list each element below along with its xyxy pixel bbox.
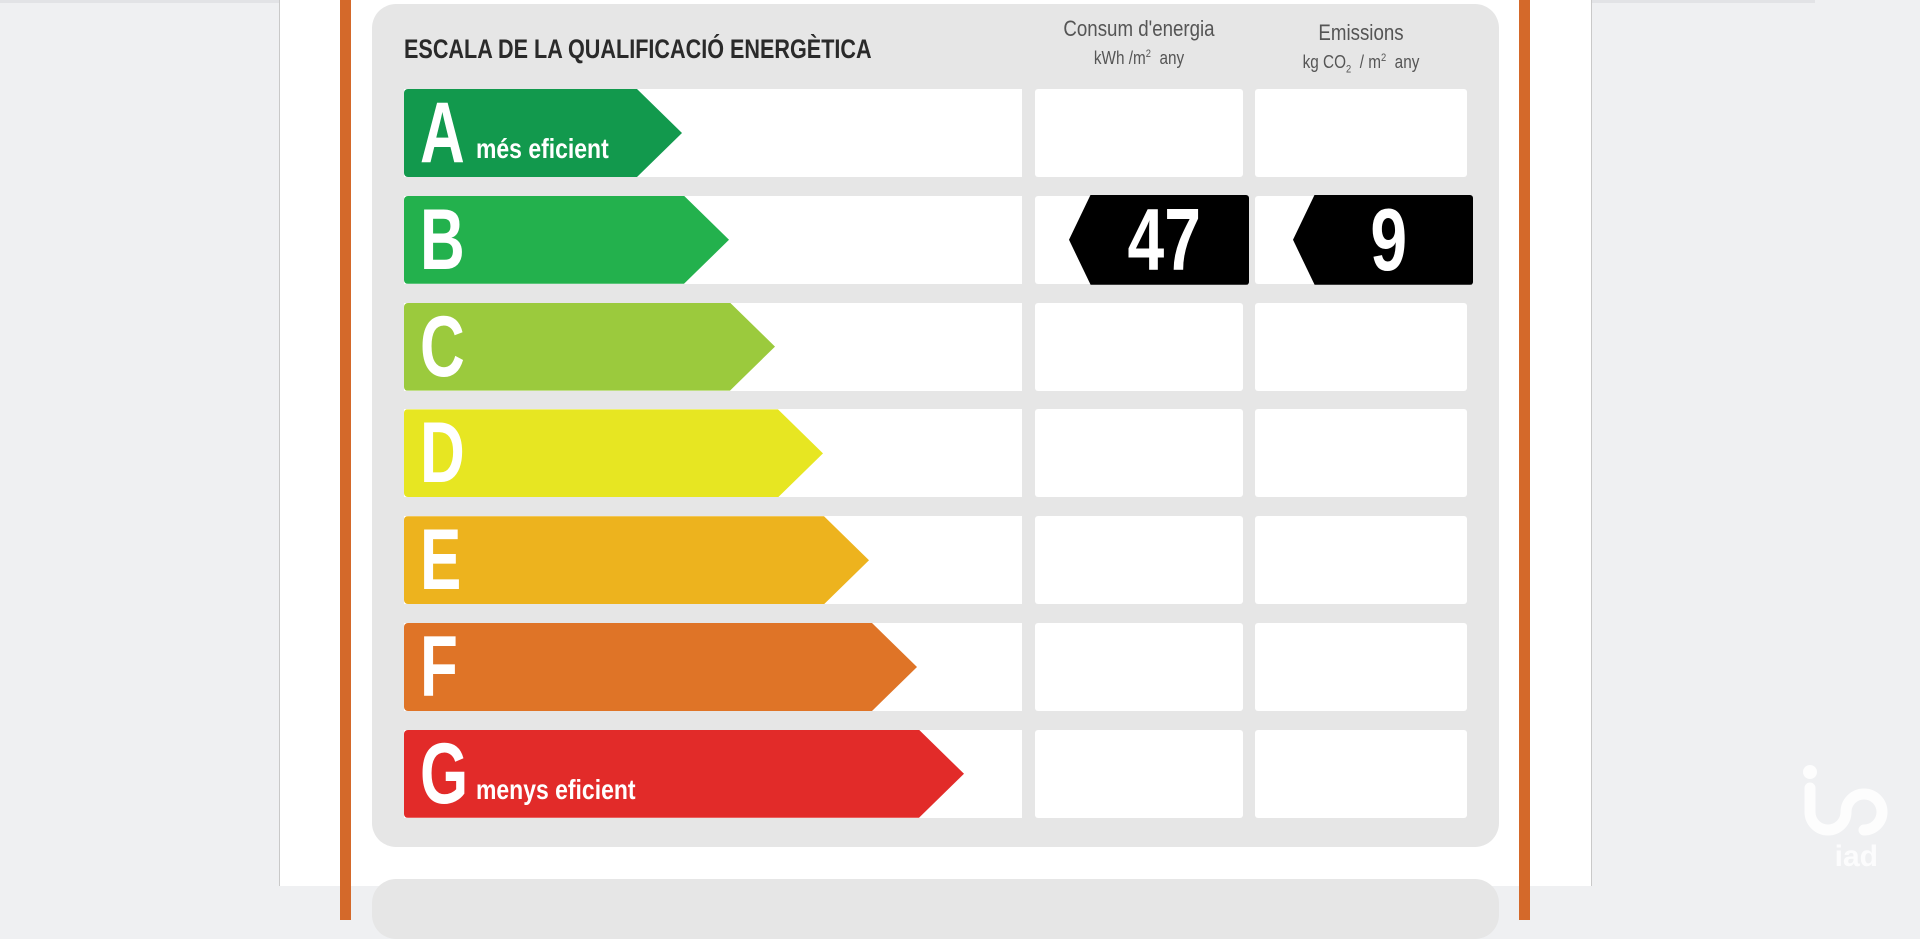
emissions-cell bbox=[1255, 409, 1467, 498]
scale-title: ESCALA DE LA QUALIFICACIÓ ENERGÈTICA bbox=[404, 34, 872, 64]
energy-column-label: Consum d'energia bbox=[1063, 16, 1215, 41]
energy-unit: kWh /m2 any bbox=[1093, 48, 1185, 68]
rating-arrow-b: B bbox=[404, 195, 729, 284]
rating-letter: A bbox=[420, 85, 465, 181]
rating-arrow-f: F bbox=[404, 623, 917, 711]
energy-cell bbox=[1035, 89, 1243, 177]
rating-arrow-e: E bbox=[404, 516, 869, 605]
emissions-column-header: Emissions kg CO2 / m2 any bbox=[1271, 20, 1451, 76]
rating-caption: més eficient bbox=[476, 133, 609, 164]
iad-logo-watermark: iad bbox=[1803, 765, 1888, 872]
emissions-column-label: Emissions bbox=[1318, 20, 1404, 45]
emissions-cell bbox=[1255, 516, 1467, 605]
rating-letter: F bbox=[420, 619, 458, 715]
emissions-value-marker: 9 bbox=[1293, 194, 1473, 285]
certificate-frame bbox=[340, 0, 1530, 920]
rating-caption: menys eficient bbox=[476, 773, 636, 805]
emissions-cell bbox=[1255, 302, 1467, 391]
energy-cell bbox=[1035, 409, 1243, 498]
rating-letter: G bbox=[420, 725, 469, 822]
rating-arrow-d: D bbox=[404, 409, 823, 498]
energy-cell bbox=[1035, 302, 1243, 391]
emissions-cell bbox=[1255, 89, 1467, 177]
rating-letter: B bbox=[420, 191, 465, 288]
next-panel bbox=[372, 879, 1499, 939]
energy-cell bbox=[1035, 623, 1243, 711]
energy-value-marker: 47 bbox=[1069, 194, 1249, 285]
energy-cell bbox=[1035, 516, 1243, 605]
rating-letter: D bbox=[420, 405, 465, 502]
emissions-unit: kg CO2 / m2 any bbox=[1302, 52, 1420, 76]
rating-letter: C bbox=[420, 298, 465, 395]
emissions-cell bbox=[1255, 729, 1467, 818]
rating-arrow-c: C bbox=[404, 302, 775, 391]
emissions-cell bbox=[1255, 623, 1467, 711]
watermark-text: iad bbox=[1835, 840, 1878, 872]
energy-cell bbox=[1035, 729, 1243, 818]
rating-letter: E bbox=[420, 512, 462, 609]
energy-column-header: Consum d'energia kWh /m2 any bbox=[1051, 16, 1228, 69]
